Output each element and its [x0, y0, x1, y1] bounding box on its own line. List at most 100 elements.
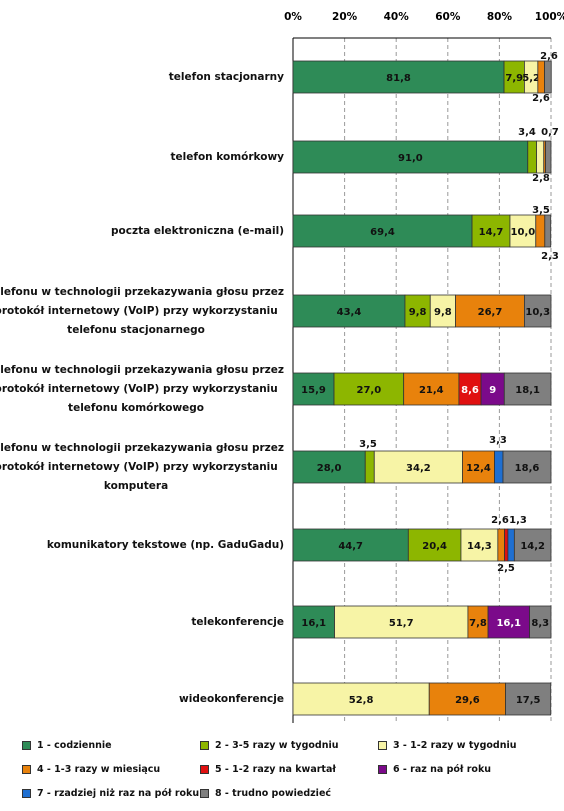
bar-segment [429, 294, 456, 328]
data-label: 14,3 [467, 541, 492, 552]
tick-label: 60% [435, 11, 461, 23]
bar-segment [494, 450, 504, 484]
category-label: poczta elektroniczna (e-mail) [111, 222, 284, 241]
category-label-line: poczta elektroniczna (e-mail) [111, 224, 284, 237]
bar-segment [544, 214, 552, 248]
legend-swatch [22, 741, 31, 750]
bar-segment [535, 214, 546, 248]
bar-segment [536, 140, 545, 174]
data-label: 18,6 [515, 463, 540, 474]
legend-label: 4 - 1-3 razy w miesiącu [37, 764, 161, 775]
data-label: 9,8 [434, 307, 452, 318]
data-label: 81,8 [386, 73, 411, 84]
legend-item: 2 - 3-5 razy w tygodniu [200, 740, 339, 751]
data-label: 34,2 [406, 463, 431, 474]
data-label: 14,7 [479, 227, 504, 238]
data-label: 51,7 [389, 618, 414, 629]
data-label: 12,4 [466, 463, 491, 474]
data-label: 29,6 [455, 695, 480, 706]
data-label: 20,4 [422, 541, 447, 552]
bar-segment [505, 682, 552, 716]
data-label: 17,5 [516, 695, 541, 706]
data-label: 3,4 [518, 127, 536, 138]
legend-swatch [200, 789, 209, 798]
data-label: 69,4 [370, 227, 395, 238]
data-label: 8,3 [531, 618, 549, 629]
category-label-line: protokół internetowy (VoIP) przy wykorzy… [0, 382, 278, 395]
category-label-line: telefonu w technologii przekazywania gło… [0, 441, 284, 454]
bar-segment [364, 450, 375, 484]
data-label: 0,7 [541, 127, 559, 138]
legend-item: 8 - trudno powiedzieć [200, 788, 331, 799]
data-label: 52,8 [349, 695, 374, 706]
tick-label: 0% [284, 11, 302, 23]
bar-segment [537, 60, 545, 94]
legend-item: 4 - 1-3 razy w miesiącu [22, 764, 160, 775]
bar-segment [545, 140, 552, 174]
legend-item: 6 - raz na pół roku [378, 764, 491, 775]
legend-label: 2 - 3-5 razy w tygodniu [215, 740, 339, 751]
bar-segment [529, 605, 552, 639]
data-label: 2,5 [497, 563, 515, 574]
bar-segment [497, 528, 505, 562]
category-label: telefonu w technologii przekazywania gło… [0, 283, 284, 340]
bar-segment [509, 214, 537, 248]
data-label: 14,2 [520, 541, 545, 552]
data-label: 2,3 [541, 251, 559, 262]
data-label: 18,1 [515, 385, 540, 396]
bar-segment [292, 682, 430, 716]
tick-label: 40% [384, 11, 410, 23]
tick-label: 20% [332, 11, 358, 23]
data-label: 9 [489, 385, 496, 396]
category-label: telefon stacjonarny [169, 68, 284, 87]
data-label: 15,9 [301, 385, 326, 396]
data-label: 2,6 [491, 515, 509, 526]
bar-segment [504, 528, 509, 562]
category-label: telefonu w technologii przekazywania gło… [0, 361, 284, 418]
category-label: telefon komórkowy [171, 148, 284, 167]
category-label-line: komunikatory tekstowe (np. GaduGadu) [46, 538, 284, 551]
bar-segment [292, 214, 473, 248]
data-label: 44,7 [338, 541, 363, 552]
data-label: 2,6 [532, 93, 550, 104]
legend-label: 3 - 1-2 razy w tygodniu [393, 740, 517, 751]
legend-label: 7 - rzadziej niż raz na pół roku [37, 788, 200, 799]
category-label-line: telefonu w technologii przekazywania gło… [0, 363, 284, 376]
bar-segment [292, 60, 505, 94]
bar-segment [502, 450, 552, 484]
data-label: 26,7 [478, 307, 503, 318]
category-label-line: telefon komórkowy [170, 150, 284, 163]
legend-swatch [378, 765, 387, 774]
data-label: 21,4 [419, 385, 444, 396]
bar-segment [292, 140, 529, 174]
legend-item: 1 - codziennie [22, 740, 112, 751]
bar-segment [460, 528, 499, 562]
category-label-line: telefonu komórkowego [68, 401, 205, 414]
legend-item: 5 - 1-2 razy na kwartał [200, 764, 336, 775]
category-label-line: telefonu w technologii przekazywania gło… [0, 285, 284, 298]
legend-swatch [200, 765, 209, 774]
bar-segment [333, 372, 405, 406]
data-label: 8,6 [461, 385, 479, 396]
chart-legend: 1 - codziennie 2 - 3-5 razy w tygodniu 3 -… [0, 740, 564, 810]
category-label-line: wideokonferencje [179, 692, 284, 705]
legend-swatch [22, 789, 31, 798]
data-label: 3,5 [532, 205, 550, 216]
data-label: 10,0 [511, 227, 536, 238]
category-label-line: komputera [103, 479, 169, 492]
data-label: 7,8 [469, 618, 487, 629]
data-label: 7,9 [505, 73, 523, 84]
data-label: 2,6 [540, 51, 558, 62]
bar-segment [487, 605, 530, 639]
bar-segment [507, 528, 515, 562]
category-label-line: protokół internetowy (VoIP) przy wykorzy… [0, 304, 278, 317]
bar-segment [292, 450, 366, 484]
data-label: 27,0 [357, 385, 382, 396]
bar-segment [292, 372, 335, 406]
category-label-line: telefon stacjonarny [168, 70, 284, 83]
legend-label: 6 - raz na pół roku [393, 764, 492, 775]
bar-segment [513, 528, 552, 562]
data-label: 3,3 [489, 435, 507, 446]
category-label-line: telekonferencje [191, 615, 284, 628]
